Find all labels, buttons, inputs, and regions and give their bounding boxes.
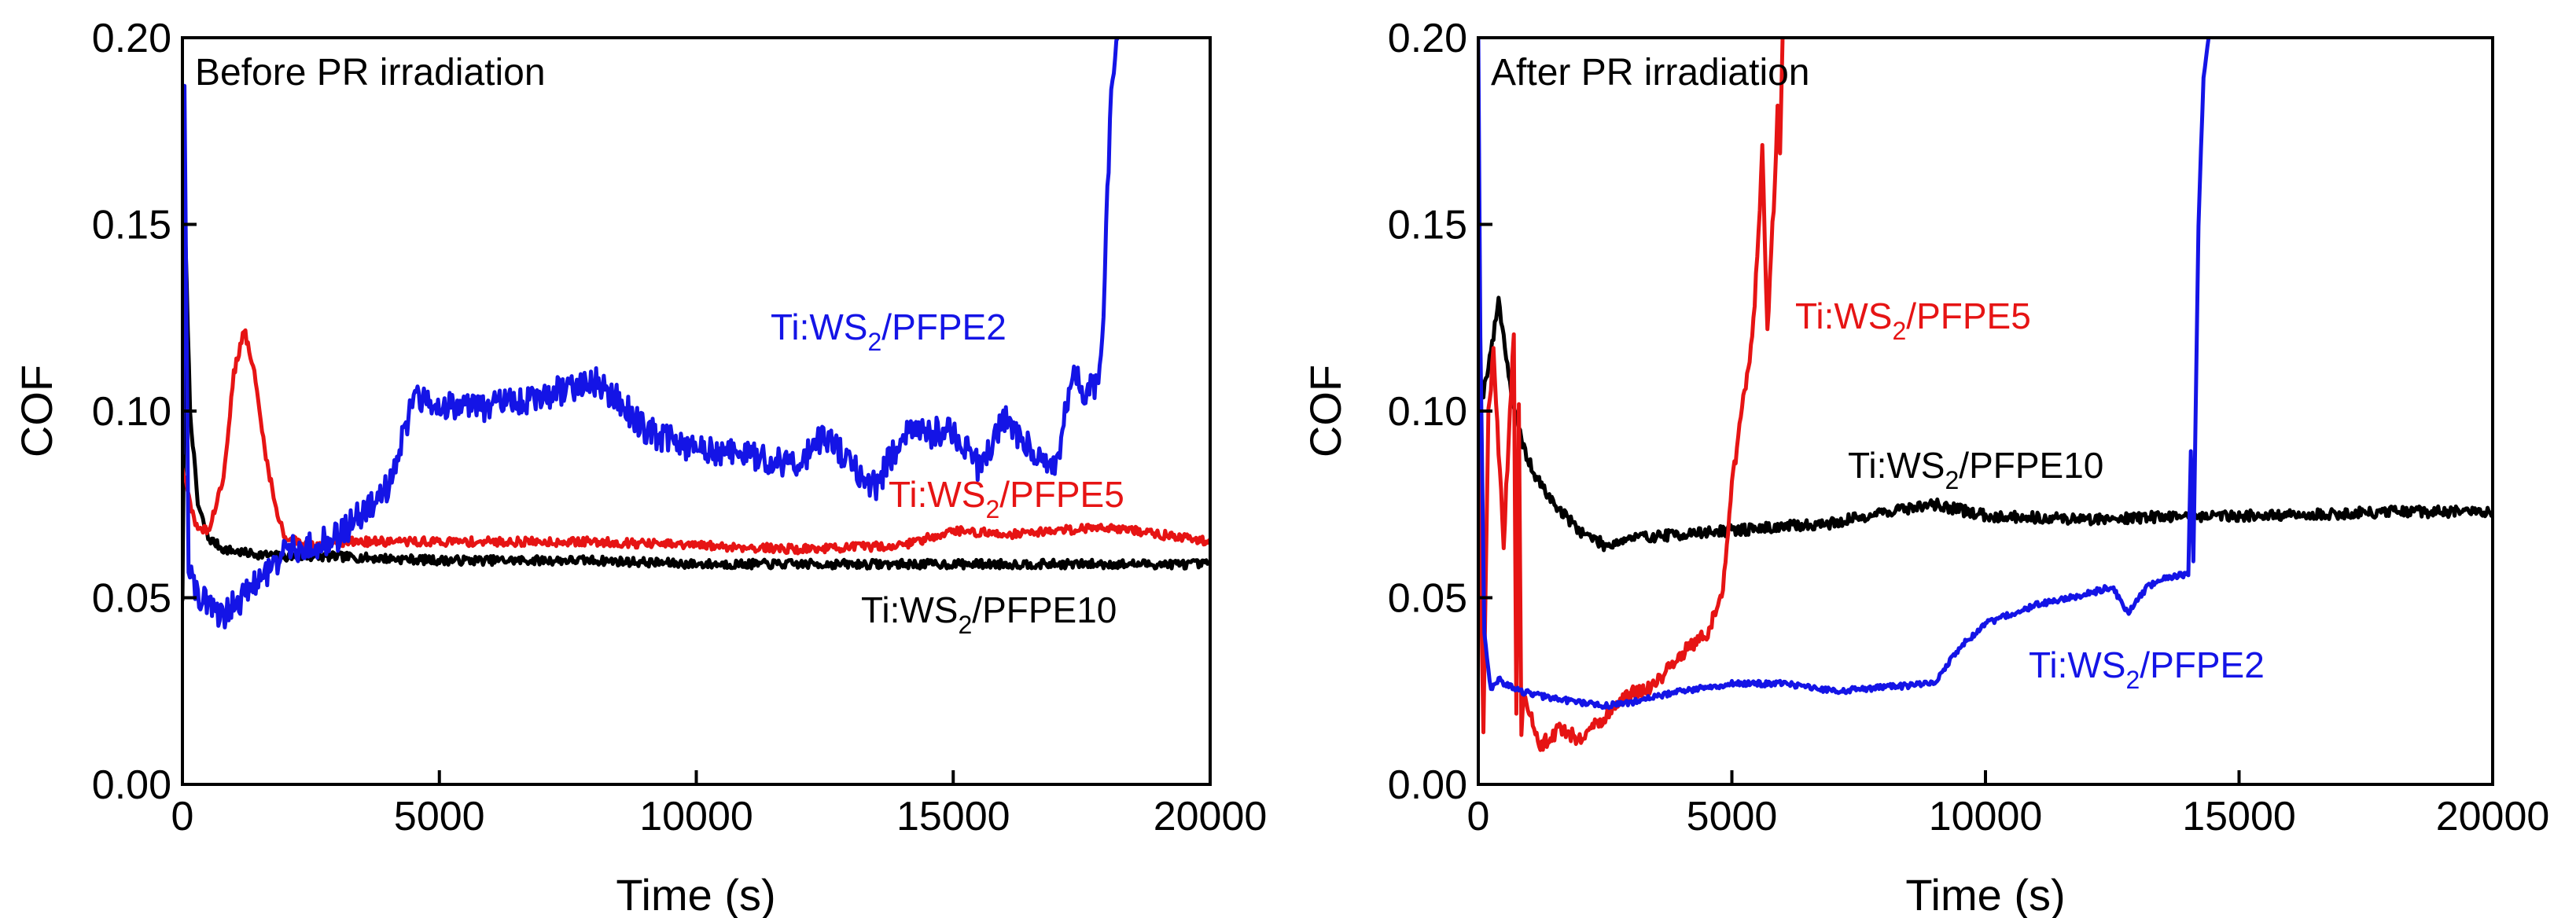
panel-title: After PR irradiation <box>1491 52 1810 94</box>
x-tick-label: 15000 <box>2182 794 2296 839</box>
plot-frame <box>1477 36 2494 786</box>
y-tick-label: 0.20 <box>1388 16 1467 61</box>
y-tick-label: 0.10 <box>1388 389 1467 435</box>
y-tick-label: 0.20 <box>92 16 171 61</box>
panel-title: Before PR irradiation <box>195 52 546 94</box>
y-tick-label: 0.15 <box>1388 203 1467 248</box>
x-tick-label: 0 <box>171 794 194 839</box>
series-label-pfpe5: Ti:WS2/PFPE5 <box>1795 296 2031 345</box>
x-tick-label: 15000 <box>896 794 1010 839</box>
y-tick-label: 0.15 <box>92 203 171 248</box>
series-label-pfpe2: Ti:WS2/PFPE2 <box>771 307 1006 356</box>
x-tick-label: 10000 <box>639 794 753 839</box>
series-label-pfpe10: Ti:WS2/PFPE10 <box>1848 445 2103 494</box>
y-tick-label: 0.00 <box>1388 762 1467 808</box>
series-line-ti-ws2-pfpe10 <box>182 240 1210 602</box>
x-tick-label: 5000 <box>394 794 485 839</box>
series-line-ti-ws2-pfpe5 <box>182 328 1210 556</box>
series-label-pfpe10: Ti:WS2/PFPE10 <box>861 589 1117 639</box>
series-line-ti-ws2-pfpe2 <box>1478 38 2211 711</box>
y-axis-title: COF <box>1301 365 1350 457</box>
plot-frame <box>181 36 1212 786</box>
x-tick-label: 20000 <box>2436 794 2550 839</box>
y-tick-label: 0.05 <box>1388 576 1467 622</box>
x-tick-label: 0 <box>1467 794 1490 839</box>
series-label-pfpe2: Ti:WS2/PFPE2 <box>2029 644 2265 694</box>
series-line-ti-ws2-pfpe10 <box>1478 296 2493 553</box>
x-tick-label: 5000 <box>1687 794 1778 839</box>
chart-before-pr-irradiation: 0 5000 10000 15000 20000 0.00 0.05 0.10 0.15 0.20… <box>12 16 1267 918</box>
x-tick-label: 20000 <box>1154 794 1268 839</box>
y-tick-label: 0.05 <box>92 576 171 622</box>
x-axis-title: Time (s) <box>1905 870 2065 918</box>
x-tick-label: 10000 <box>1929 794 2043 839</box>
chart-after-pr-irradiation: 0 5000 10000 15000 20000 0.00 0.05 0.10 0.15 0.20… <box>1301 16 2549 918</box>
y-tick-label: 0.10 <box>92 389 171 435</box>
x-axis-title: Time (s) <box>616 870 775 918</box>
series-line-ti-ws2-pfpe5 <box>1478 38 1785 752</box>
series-label-pfpe5: Ti:WS2/PFPE5 <box>889 474 1124 523</box>
y-tick-label: 0.00 <box>92 762 171 808</box>
series-line-ti-ws2-pfpe2 <box>182 38 1120 630</box>
y-axis-title: COF <box>12 365 61 457</box>
